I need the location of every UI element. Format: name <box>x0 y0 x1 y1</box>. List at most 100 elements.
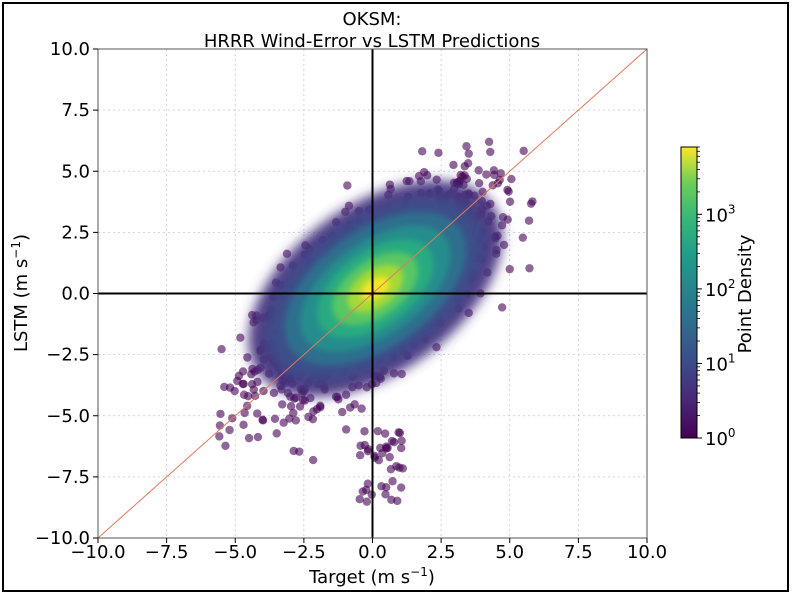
scatter-point <box>253 409 262 418</box>
x-tick-label: −7.5 <box>145 542 189 563</box>
scatter-point <box>253 432 263 442</box>
scatter-point <box>385 180 395 189</box>
y-tick-label: 7.5 <box>61 100 90 121</box>
scatter-point <box>507 174 516 184</box>
scatter-point <box>316 401 325 410</box>
scatter-point <box>338 407 347 417</box>
scatter-point <box>286 402 296 411</box>
scatter-point <box>233 376 242 386</box>
scatter-point <box>244 433 254 443</box>
scatter-point <box>518 233 528 242</box>
x-tick-label: −2.5 <box>282 542 326 563</box>
scatter-point <box>258 415 267 424</box>
scatter-point <box>220 382 229 392</box>
scatter-point <box>499 240 509 250</box>
x-tick-label: 10.0 <box>627 542 667 563</box>
scatter-point <box>308 455 318 465</box>
scatter-point <box>505 197 515 206</box>
scatter-point <box>464 149 473 158</box>
scatter-point <box>295 447 304 456</box>
scatter-point <box>236 333 245 342</box>
scatter-point <box>355 451 365 460</box>
scatter-point <box>243 353 252 362</box>
y-axis-label-close: ) <box>11 234 32 241</box>
scatter-point <box>239 420 248 430</box>
y-tick-label: 2.5 <box>61 222 90 243</box>
scatter-point <box>422 171 432 180</box>
scatter-point <box>382 442 391 451</box>
y-tick-label: −5.0 <box>46 406 90 427</box>
x-axis-label-sup: −1 <box>410 565 428 579</box>
scatter-point <box>279 418 288 427</box>
x-tick-label: 7.5 <box>564 542 593 563</box>
y-axis-label-sup: −1 <box>9 241 23 259</box>
scatter-point <box>238 367 248 376</box>
colorbar-tick-label: 100 <box>705 426 736 450</box>
y-tick-label: −10.0 <box>35 528 90 549</box>
scatter-point <box>474 178 484 188</box>
scatter-point <box>386 465 396 474</box>
x-axis-label-close: ) <box>428 567 435 588</box>
x-tick-label: −5.0 <box>213 542 257 563</box>
colorbar-gradient <box>680 146 698 439</box>
scatter-point <box>291 416 301 425</box>
scatter-point <box>381 490 390 499</box>
chart-title-line1: OKSM: <box>343 9 402 30</box>
x-tick-label: 5.0 <box>495 542 524 563</box>
scatter-point <box>525 264 534 273</box>
scatter-point <box>215 432 224 441</box>
scatter-point <box>462 142 471 151</box>
scatter-point <box>270 414 280 423</box>
scatter-point <box>217 344 226 354</box>
scatter-point <box>250 391 260 401</box>
scatter-point <box>486 147 495 157</box>
y-tick-label: −7.5 <box>46 467 90 488</box>
scatter-point <box>449 160 458 170</box>
x-tick-label: 0.0 <box>358 542 387 563</box>
y-tick-label: 0.0 <box>61 284 90 305</box>
scatter-point <box>272 429 281 438</box>
scatter-point <box>345 403 355 412</box>
scatter-point <box>519 146 528 156</box>
scatter-point <box>291 393 300 402</box>
scatter-point <box>377 482 386 491</box>
colorbar-label: Point Density <box>735 234 756 353</box>
colorbar-tick-label: 103 <box>705 202 736 226</box>
scatter-point <box>343 181 352 190</box>
density-cloud <box>215 137 537 506</box>
scatter-point <box>497 303 507 312</box>
scatter-point <box>278 400 287 409</box>
scatter-point <box>463 159 473 168</box>
scatter-point <box>374 456 383 465</box>
scatter-point <box>484 137 494 147</box>
colorbar: 100 101 102 103 Point Density <box>680 146 756 450</box>
scatter-point <box>304 412 313 422</box>
y-axis-label: LSTM (m s−1) <box>9 234 32 352</box>
scatter-point <box>215 421 225 430</box>
scatter-point <box>388 477 397 486</box>
scatter-point <box>221 441 230 451</box>
scatter-point <box>397 443 406 453</box>
scatter-point <box>504 187 513 196</box>
y-tick-label: 5.0 <box>61 161 90 182</box>
scatter-point <box>434 148 443 158</box>
scatter-point <box>395 463 404 472</box>
scatter-point <box>355 495 364 504</box>
y-axis-label-text: LSTM (m s <box>11 259 32 352</box>
scatter-point <box>524 216 534 225</box>
scatter-point <box>247 379 257 389</box>
scatter-point <box>490 170 499 180</box>
x-axis-label: Target (m s−1) <box>308 565 435 588</box>
scatter-point <box>341 425 351 434</box>
scatter-point <box>360 440 369 450</box>
scatter-point <box>240 408 249 418</box>
scatter-point <box>298 395 308 405</box>
y-tick-label: 10.0 <box>50 39 90 60</box>
scatter-point <box>526 199 536 208</box>
x-axis-ticks: −10.0 −7.5 −5.0 −2.5 0.0 2.5 5.0 7.5 10.0 <box>70 538 667 563</box>
y-axis-ticks: 10.0 7.5 5.0 2.5 0.0 −2.5 −5.0 −7.5 −10.0 <box>35 39 98 549</box>
scatter-point <box>357 404 366 413</box>
scatter-point <box>393 496 402 506</box>
scatter-point <box>505 264 514 274</box>
